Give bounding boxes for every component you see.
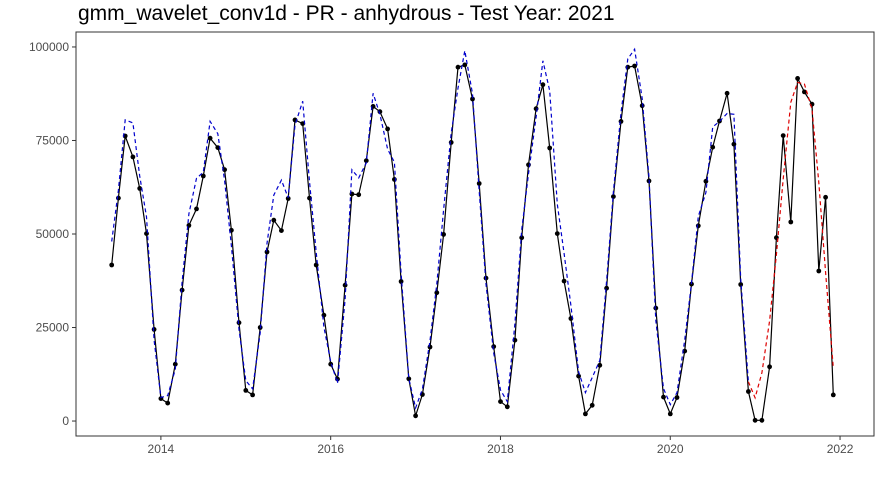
data-point xyxy=(207,135,213,141)
data-point xyxy=(413,413,418,419)
data-point xyxy=(738,282,744,287)
data-point xyxy=(519,235,525,241)
data-point xyxy=(583,411,588,417)
data-point xyxy=(498,399,503,404)
y-tick-label: 75000 xyxy=(36,133,70,147)
series-line-3 xyxy=(747,81,834,400)
data-point xyxy=(363,158,369,164)
y-tick-label: 25000 xyxy=(36,321,70,335)
data-point xyxy=(462,62,468,68)
x-tick-label: 2022 xyxy=(827,442,854,456)
data-point xyxy=(470,96,475,102)
data-point xyxy=(752,417,758,423)
data-point xyxy=(823,194,828,200)
data-point xyxy=(194,206,199,212)
x-tick-label: 2014 xyxy=(148,442,175,456)
data-point xyxy=(780,133,786,139)
y-axis: 0 25000 50000 75000 100000 xyxy=(29,40,76,428)
data-point xyxy=(830,392,836,398)
data-point xyxy=(137,186,143,191)
data-point xyxy=(632,63,637,69)
data-point xyxy=(816,268,822,274)
data-point xyxy=(215,145,221,151)
x-axis: 2014 2016 2018 2020 2022 xyxy=(148,436,854,456)
data-point xyxy=(589,402,595,408)
data-point xyxy=(179,287,185,293)
data-point xyxy=(476,181,482,186)
x-tick-label: 2020 xyxy=(657,442,684,456)
data-point xyxy=(236,320,242,326)
y-tick-label: 50000 xyxy=(36,227,70,241)
data-point xyxy=(441,232,446,237)
data-point xyxy=(746,389,751,394)
x-tick-label: 2018 xyxy=(487,442,514,456)
data-point xyxy=(618,119,624,124)
data-point xyxy=(427,344,433,350)
data-point xyxy=(554,231,560,237)
data-point xyxy=(767,364,772,370)
plot-panel xyxy=(75,31,875,437)
data-point xyxy=(710,144,716,150)
data-point xyxy=(759,417,765,423)
data-point xyxy=(724,90,730,96)
data-point xyxy=(321,312,327,318)
y-tick-label: 0 xyxy=(62,414,69,428)
data-point xyxy=(264,249,270,255)
series-layer xyxy=(109,47,836,423)
data-point xyxy=(398,279,404,284)
data-point xyxy=(250,392,256,398)
y-tick-label: 100000 xyxy=(29,40,69,54)
data-point xyxy=(731,141,737,147)
data-point xyxy=(802,89,807,95)
data-point xyxy=(795,76,800,81)
data-point xyxy=(285,196,291,201)
data-point xyxy=(597,362,603,368)
x-tick-label: 2016 xyxy=(317,442,344,456)
data-point xyxy=(385,126,390,132)
data-point xyxy=(455,64,461,70)
data-point xyxy=(109,262,115,268)
data-point xyxy=(547,145,553,151)
data-point xyxy=(491,344,497,349)
data-point xyxy=(406,376,412,382)
data-point xyxy=(200,173,206,179)
data-point xyxy=(165,400,171,406)
data-point xyxy=(540,82,546,88)
data-point xyxy=(356,192,362,198)
data-point xyxy=(144,231,149,237)
data-point xyxy=(271,217,277,223)
data-point xyxy=(504,404,510,410)
data-point xyxy=(151,327,157,332)
data-point xyxy=(674,395,680,400)
data-point xyxy=(661,394,666,400)
data-point xyxy=(243,388,249,393)
data-point xyxy=(561,278,567,284)
chart-title: gmm_wavelet_conv1d - PR - anhydrous - Te… xyxy=(78,2,615,25)
series-line-2 xyxy=(111,47,749,411)
data-point xyxy=(611,194,616,200)
data-point xyxy=(604,285,609,291)
data-point xyxy=(533,106,539,112)
data-point xyxy=(342,282,348,288)
data-point xyxy=(434,290,440,296)
data-point xyxy=(279,228,284,234)
data-point xyxy=(788,219,794,225)
data-point xyxy=(667,411,673,417)
data-point xyxy=(130,154,136,160)
data-point xyxy=(172,361,178,367)
data-point xyxy=(576,373,581,379)
